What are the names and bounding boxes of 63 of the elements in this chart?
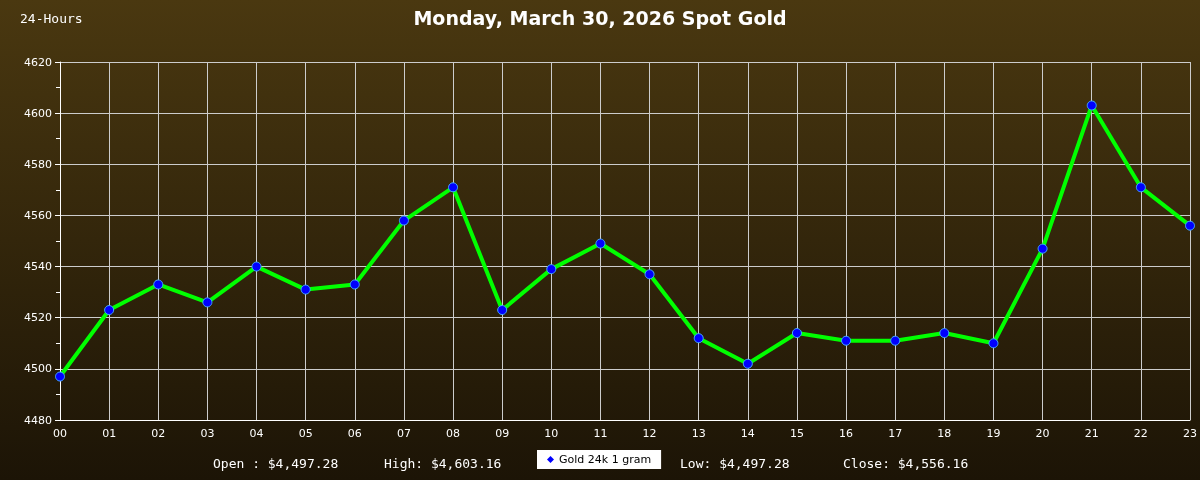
point (398, 215, 409, 226)
point (104, 305, 115, 316)
x-tick-label: 23 (1183, 427, 1197, 440)
point (644, 269, 655, 280)
point (693, 333, 704, 344)
x-tick-label: 13 (691, 427, 706, 440)
point (349, 279, 360, 290)
point (1037, 243, 1048, 254)
point (1086, 100, 1097, 111)
point (497, 305, 508, 316)
y-tick-label: 4520 (24, 311, 52, 325)
text: Open : $4,497.28 (213, 456, 339, 471)
x-tick-label: 17 (888, 427, 903, 440)
x-tick-label: 18 (937, 427, 952, 440)
x-tick-label: 10 (544, 427, 559, 440)
x-tick-label: 08 (446, 427, 461, 440)
y-tick-label: 4580 (24, 157, 52, 171)
point (202, 297, 213, 308)
x-tick-label: 16 (839, 427, 854, 440)
x-tick-label: 22 (1133, 427, 1148, 440)
point (55, 371, 65, 382)
x-tick-label: 00 (53, 427, 67, 440)
point (791, 328, 802, 339)
x-tick-label: 12 (642, 427, 657, 440)
y-tick-label: 4600 (24, 106, 52, 120)
point (1135, 182, 1146, 193)
x-tick-label: 03 (200, 427, 215, 440)
point (841, 335, 852, 346)
x-tick-label: 07 (396, 427, 411, 440)
point (448, 182, 459, 193)
point (988, 338, 999, 349)
x-tick-label: 01 (102, 427, 117, 440)
text: High: $4,603.16 (384, 456, 502, 471)
x-tick-label: 14 (740, 427, 755, 440)
y-tick-label: 4560 (24, 208, 52, 222)
text: Low: $4,497.28 (680, 456, 790, 471)
x-tick-label: 02 (151, 427, 166, 440)
point (153, 279, 164, 290)
point (890, 335, 901, 346)
x-tick-label: 15 (789, 427, 804, 440)
point (1185, 220, 1195, 231)
legend-label: Gold 24k 1 gram (559, 453, 652, 466)
point (595, 238, 606, 249)
y-tick-label: 4480 (24, 413, 52, 427)
y-tick-label: 4500 (24, 362, 52, 376)
chart-title: Monday, March 30, 2026 Spot Gold (413, 6, 787, 29)
x-tick-label: 04 (249, 427, 264, 440)
point (251, 261, 262, 272)
point (939, 328, 950, 339)
y-tick-label: 4620 (24, 55, 52, 69)
x-tick-label: 20 (1035, 427, 1050, 440)
x-tick-label: 09 (495, 427, 510, 440)
x-tick-label: 11 (593, 427, 608, 440)
x-tick-label: 21 (1084, 427, 1099, 440)
point (300, 284, 311, 295)
text: 24-Hours (20, 11, 83, 26)
point (742, 358, 753, 369)
point (546, 264, 557, 275)
x-tick-label: 19 (986, 427, 1001, 440)
y-tick-label: 4540 (24, 260, 52, 274)
x-tick-label: 05 (298, 427, 313, 440)
text: Close: $4,556.16 (843, 456, 969, 471)
x-tick-label: 06 (347, 427, 362, 440)
